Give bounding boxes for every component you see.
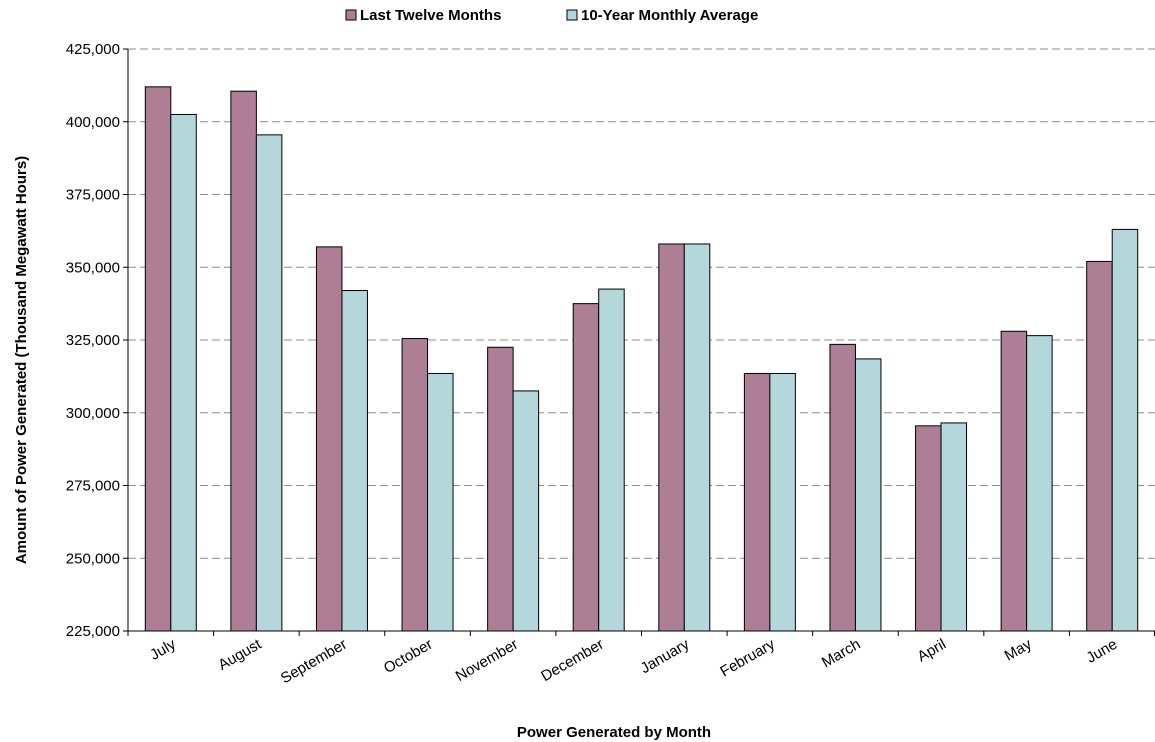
x-tick-label: April [915,636,949,666]
bar-ten-year-average [427,372,454,632]
bar-last-twelve-months [401,338,429,632]
bar-ten-year-average [769,372,796,632]
legend-swatch [345,9,357,21]
x-tick-label: May [1002,635,1035,664]
bar-ten-year-average [341,290,368,632]
bar-last-twelve-months [915,425,942,632]
bar-ten-year-average [940,422,968,632]
bars [144,86,1139,632]
legend-label: 10-Year Monthly Average [581,7,758,24]
x-tick-label: February [717,635,778,680]
bar-ten-year-average [1111,228,1139,632]
x-tick-label: March [819,636,864,672]
bar-ten-year-average [170,113,197,632]
y-tick-label: 375,000 [66,187,120,204]
y-tick-label: 250,000 [66,550,120,567]
x-tick-label: December [538,636,606,685]
y-tick-label: 425,000 [66,41,120,58]
bar-last-twelve-months [658,243,685,632]
y-axis-title: Amount of Power Generated (Thousand Mega… [13,156,30,564]
gridlines [128,48,1155,559]
bar-last-twelve-months [743,372,771,632]
bar-last-twelve-months [315,246,343,632]
y-tick-label: 325,000 [66,332,120,349]
bar-ten-year-average [512,390,540,632]
bar-last-twelve-months [230,90,257,632]
bar-ten-year-average [598,288,625,632]
bar-last-twelve-months [1000,330,1028,632]
x-tick-label: October [381,636,436,677]
bar-last-twelve-months [829,343,856,632]
y-tick-label: 300,000 [66,405,120,422]
bar-last-twelve-months [487,346,514,632]
y-tick-label: 275,000 [66,478,120,495]
bar-ten-year-average [854,358,882,632]
x-axis-title: Power Generated by Month [517,724,711,741]
x-tick-label: November [453,636,521,685]
y-tick-label: 350,000 [66,259,120,276]
x-tick-label: June [1084,636,1121,667]
bar-last-twelve-months [572,303,600,632]
x-tick-label: January [638,635,693,677]
legend-label: Last Twelve Months [360,7,501,24]
y-tick-label: 225,000 [66,623,120,640]
x-tick-label: August [215,635,265,673]
legend: Last Twelve Months 10-Year Monthly Averag… [345,7,758,24]
bar-last-twelve-months [144,86,172,632]
x-tick-label: September [278,636,350,687]
bar-last-twelve-months [1086,260,1113,632]
bar-ten-year-average [255,134,283,632]
x-tick-label: July [147,635,179,663]
bar-ten-year-average [1026,335,1053,632]
legend-swatch [566,9,578,21]
bar-ten-year-average [683,243,711,632]
y-tick-label: 400,000 [66,114,120,131]
